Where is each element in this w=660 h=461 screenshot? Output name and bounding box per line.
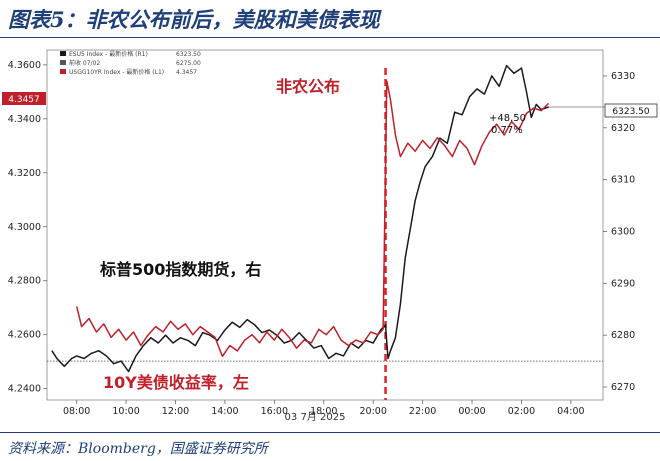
- legend-label: ESU5 Index - 最新价格 (R1): [69, 50, 148, 58]
- legend: ESU5 Index - 最新价格 (R1) 6323.50 前收 07/02 627…: [60, 50, 201, 76]
- right-value-flag: [604, 103, 658, 118]
- legend-swatch: [60, 51, 66, 56]
- x-tick-label: 22:00: [409, 406, 436, 417]
- ust10y-annotation: 10Y美债收益率，左: [103, 373, 249, 392]
- change-pct-label: 0.77%: [491, 125, 523, 136]
- y-left-tick-label: 4.3200: [8, 168, 41, 179]
- x-tick-label: 04:00: [557, 406, 584, 417]
- title-rule: [0, 37, 660, 38]
- chart: 4.3600 4.3400 4.3200 4.3000 4.2800 4.2600 4.24…: [2, 49, 658, 423]
- change-abs-label: +48.50: [489, 113, 526, 124]
- x-tick-label: 10:00: [112, 406, 139, 417]
- source-rule: [0, 432, 660, 433]
- esu5-series-line: [51, 64, 549, 373]
- y-right-tick-label: 6300: [611, 226, 635, 237]
- legend-swatch: [60, 60, 66, 65]
- legend-value: 6323.50: [176, 51, 201, 58]
- legend-swatch: [60, 69, 66, 74]
- right-value-flag-label: 6323.50: [612, 107, 649, 117]
- y-left-tick-label: 4.3600: [8, 60, 41, 71]
- y-right-tick-label: 6290: [611, 278, 635, 289]
- x-tick-label: 02:00: [508, 406, 535, 417]
- legend-value: 6275.00: [176, 60, 201, 67]
- y-left-tick-label: 4.3400: [8, 114, 41, 125]
- figure-title: 图表5：非农公布前后，美股和美债表现: [8, 7, 380, 32]
- x-tick-label: 00:00: [458, 406, 485, 417]
- x-tick-label: 14:00: [211, 406, 238, 417]
- y-left-tick-label: 4.2400: [8, 384, 41, 395]
- y-right-tick-label: 6330: [611, 71, 635, 82]
- event-annotation: 非农公布: [276, 77, 340, 96]
- x-tick-label: 20:00: [359, 406, 386, 417]
- plot-frame: [46, 49, 604, 401]
- x-tick-label: 18:00: [310, 406, 337, 417]
- x-date-label: 03 7月 2025: [285, 411, 346, 423]
- left-value-flag: [2, 92, 46, 105]
- legend-label: USGG10YR Index - 最新价格 (L1): [69, 68, 164, 76]
- y-right-tick-label: 6280: [611, 330, 635, 341]
- series-layer: [51, 64, 550, 373]
- y-left-tick-label: 4.3000: [8, 222, 41, 233]
- x-tick-label: 08:00: [63, 406, 90, 417]
- y-right-tick-label: 6270: [611, 382, 635, 393]
- axis-layer: 4.3600 4.3400 4.3200 4.3000 4.2800 4.2600 4.24…: [8, 60, 635, 417]
- x-tick-label: 12:00: [162, 406, 189, 417]
- sp500-annotation: 标普500指数期货，右: [99, 260, 261, 279]
- ust10y-series-line: [75, 80, 550, 358]
- x-tick-label: 16:00: [261, 406, 288, 417]
- legend-label: 前收 07/02: [69, 59, 100, 67]
- source-note: 资料来源：Bloomberg，国盛证券研究所: [8, 441, 268, 457]
- y-left-tick-label: 4.2600: [8, 330, 41, 341]
- y-right-tick-label: 6310: [611, 175, 635, 186]
- y-right-tick-label: 6320: [611, 123, 635, 134]
- y-left-tick-label: 4.2800: [8, 276, 41, 287]
- legend-value: 4.3457: [176, 69, 197, 76]
- left-value-flag-label: 4.3457: [8, 95, 40, 105]
